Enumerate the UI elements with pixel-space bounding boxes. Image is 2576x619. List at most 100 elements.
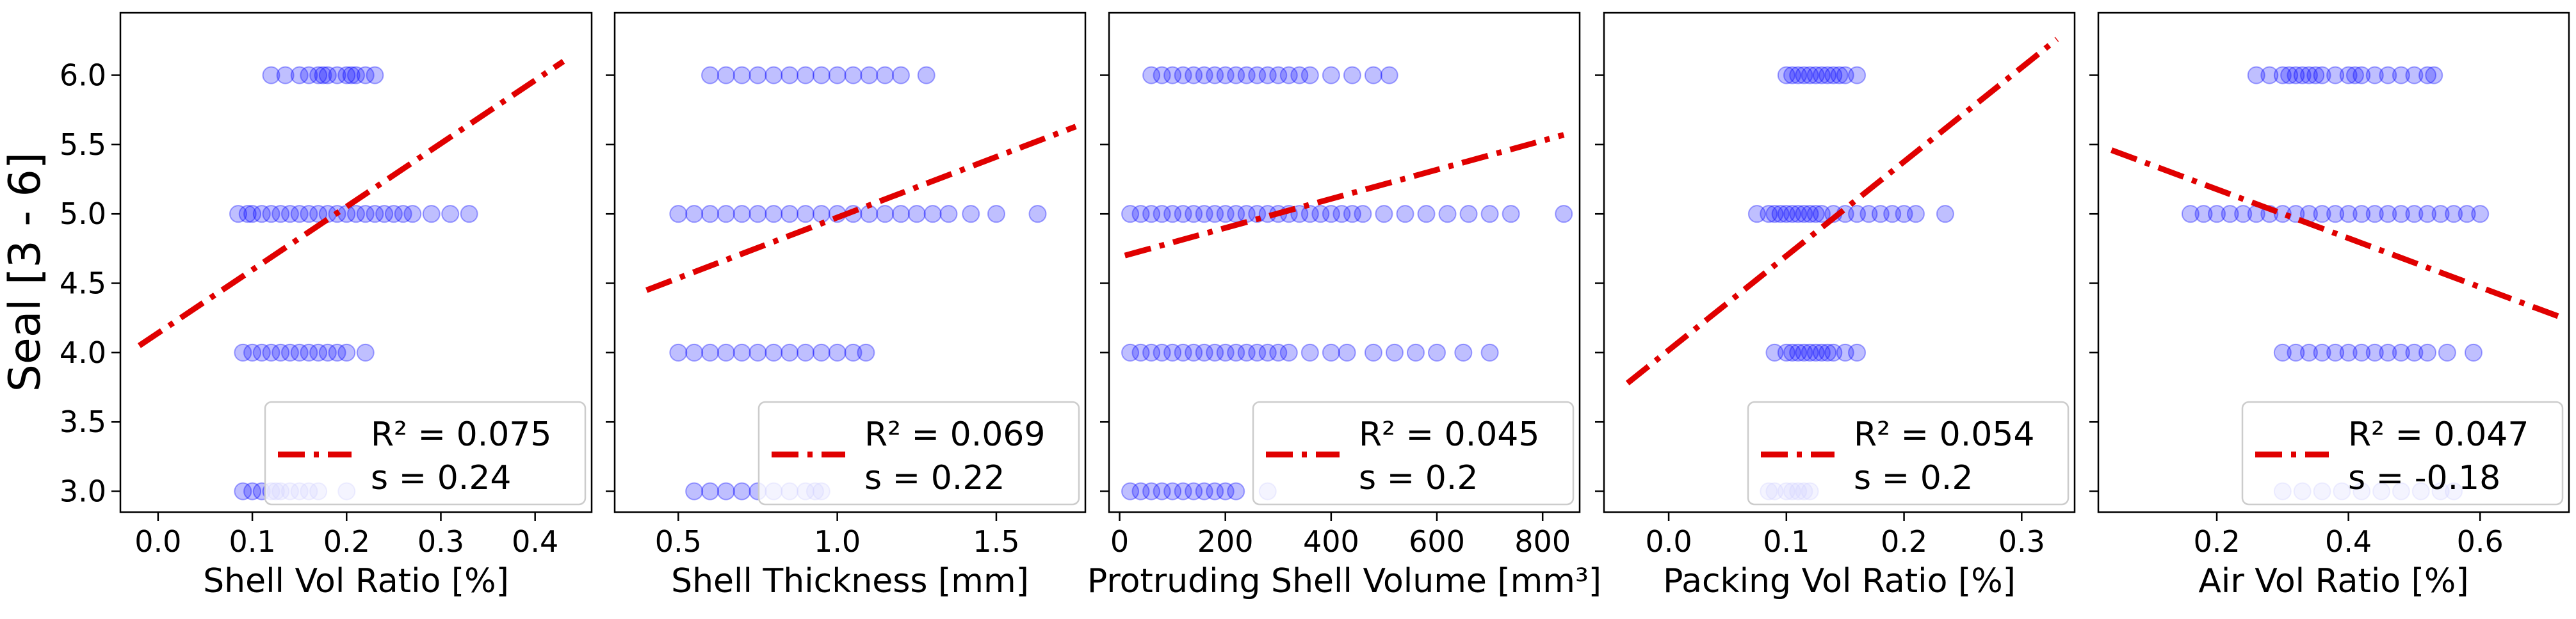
- data-point: [300, 343, 318, 362]
- data-point: [1322, 205, 1340, 223]
- data-point: [356, 343, 375, 362]
- x-tick-label: 1.0: [814, 524, 861, 559]
- data-point: [1760, 205, 1778, 223]
- data-point: [828, 343, 847, 362]
- data-point: [1806, 205, 1825, 223]
- data-point: [280, 343, 299, 362]
- data-point: [2464, 343, 2483, 362]
- x-tick-label: 0.1: [229, 524, 276, 559]
- x-tick-label: 0.2: [2193, 524, 2240, 559]
- data-point: [1859, 205, 1878, 223]
- data-point: [669, 343, 688, 362]
- data-point: [2405, 66, 2424, 84]
- data-point: [1185, 343, 1203, 362]
- y-tick-label: 6.0: [60, 58, 106, 93]
- data-point: [1142, 205, 1161, 223]
- data-point: [733, 205, 751, 223]
- data-point: [1185, 482, 1203, 501]
- data-point: [891, 66, 910, 84]
- data-point: [1795, 343, 1813, 362]
- data-point: [2365, 205, 2384, 223]
- data-point: [1848, 343, 1867, 362]
- y-tick-label: 3.5: [60, 405, 106, 439]
- data-point: [1300, 66, 1319, 84]
- data-point: [271, 343, 290, 362]
- data-point: [290, 66, 309, 84]
- data-point: [309, 66, 328, 84]
- data-point: [1195, 66, 1213, 84]
- x-tick-label: 600: [1409, 524, 1465, 559]
- y-tick-label: 5.0: [60, 197, 106, 231]
- data-point: [252, 343, 271, 362]
- data-point: [1480, 205, 1499, 223]
- data-point: [1765, 343, 1784, 362]
- data-point: [717, 66, 735, 84]
- legend-s: s = 0.24: [371, 459, 512, 497]
- data-point: [1142, 343, 1161, 362]
- data-point: [2418, 343, 2436, 362]
- data-point: [2379, 205, 2397, 223]
- data-point: [1216, 343, 1235, 362]
- data-point: [733, 482, 751, 501]
- x-axis-label: Shell Vol Ratio [%]: [203, 562, 509, 600]
- data-point: [1028, 205, 1047, 223]
- data-point: [2247, 66, 2265, 84]
- data-point: [1480, 343, 1499, 362]
- data-point: [733, 343, 751, 362]
- legend: R² = 0.054 s = 0.2: [1747, 401, 2070, 506]
- legend-box: [2241, 401, 2564, 506]
- data-point: [1824, 66, 1843, 84]
- data-point: [1206, 343, 1224, 362]
- data-point: [1801, 205, 1819, 223]
- data-point: [366, 205, 384, 223]
- data-point: [243, 343, 262, 362]
- data-point: [1783, 205, 1801, 223]
- data-point: [366, 66, 384, 84]
- data-point: [1206, 205, 1224, 223]
- data-point: [1836, 66, 1854, 84]
- data-point: [2306, 66, 2325, 84]
- data-point: [1364, 343, 1382, 362]
- data-point: [356, 66, 375, 84]
- data-point: [2280, 66, 2299, 84]
- data-point: [234, 343, 252, 362]
- data-point: [1163, 482, 1182, 501]
- data-point: [1824, 343, 1843, 362]
- data-point: [1783, 343, 1801, 362]
- data-point: [1789, 343, 1808, 362]
- legend-r2: R² = 0.047: [2348, 415, 2529, 454]
- data-point: [1185, 66, 1203, 84]
- data-point: [2234, 205, 2253, 223]
- data-point: [685, 343, 704, 362]
- data-point: [1343, 205, 1361, 223]
- fit-line: [1124, 132, 1565, 259]
- data-point: [1801, 66, 1819, 84]
- data-point: [328, 343, 346, 362]
- data-point: [1812, 66, 1831, 84]
- data-point: [765, 343, 783, 362]
- data-point: [939, 205, 958, 223]
- axes-frame: [119, 12, 593, 513]
- x-tick-label: 0: [1110, 524, 1129, 559]
- data-point: [347, 66, 365, 84]
- data-point: [2392, 205, 2410, 223]
- panel-1: 3.0 3.5 4.0 4.5 5.0 5.5 6.0 0.0 0.1 0.2 0.3 0.4Shel…: [60, 12, 593, 600]
- data-point: [1555, 205, 1573, 223]
- data-point: [262, 343, 280, 362]
- data-point: [1375, 205, 1393, 223]
- data-point: [1216, 66, 1235, 84]
- data-point: [347, 205, 365, 223]
- data-point: [422, 205, 441, 223]
- data-point: [2299, 66, 2318, 84]
- fit-line: [1625, 36, 2059, 386]
- data-point: [2353, 66, 2371, 84]
- data-point: [828, 66, 847, 84]
- data-point: [300, 205, 318, 223]
- data-point: [1269, 343, 1288, 362]
- data-point: [1806, 66, 1825, 84]
- data-point: [2379, 66, 2397, 84]
- data-point: [2208, 205, 2226, 223]
- data-point: [1237, 343, 1256, 362]
- data-point: [1131, 205, 1150, 223]
